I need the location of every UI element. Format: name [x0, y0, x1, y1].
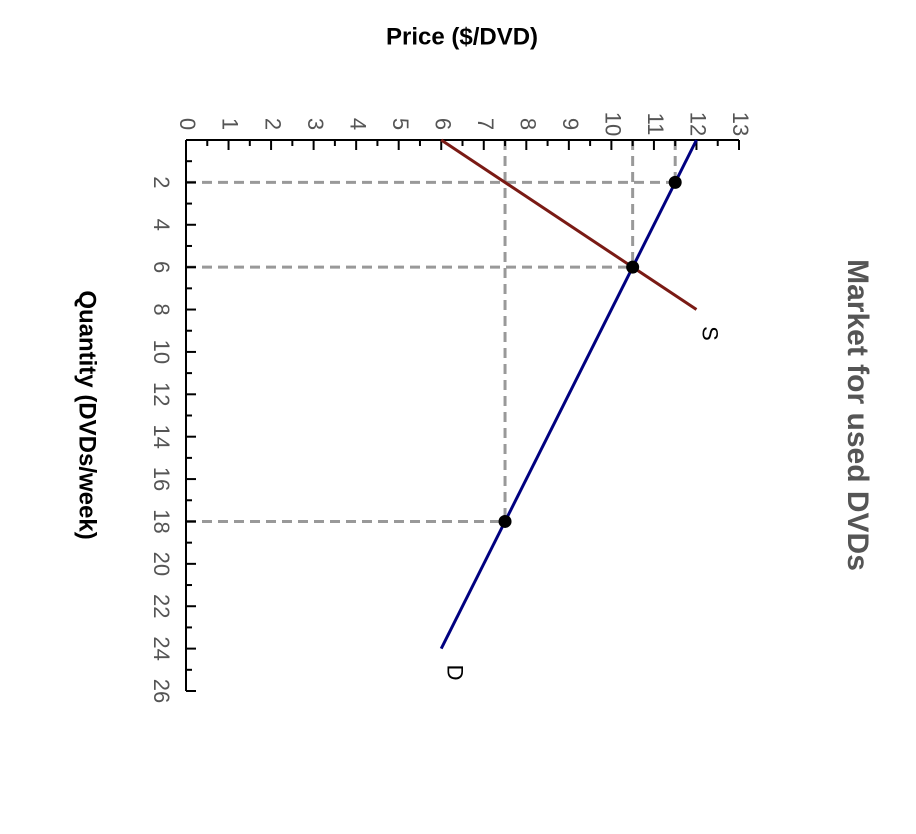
price-tick-label: 8 [515, 118, 540, 130]
quantity-tick-label: 22 [149, 594, 174, 618]
price-tick-label: 6 [430, 118, 455, 130]
chart-title: Market for used DVDs [841, 259, 874, 571]
quantity-tick-label: 8 [149, 303, 174, 315]
points [498, 175, 682, 528]
series-line-d [439, 139, 698, 650]
quantity-tick-label: 14 [149, 424, 174, 448]
guide-lines [186, 140, 677, 523]
quantity-tick-label: 24 [149, 636, 174, 660]
quantity-tick-label: 16 [149, 467, 174, 491]
plot-area [185, 138, 740, 692]
data-point [626, 260, 640, 274]
quantity-tick-label: 10 [149, 340, 174, 364]
quantity-tick-label: 12 [149, 382, 174, 406]
price-tick-label: 3 [303, 118, 328, 130]
price-tick-label: 4 [345, 118, 370, 130]
price-tick-label: 9 [558, 118, 583, 130]
data-point [498, 514, 512, 528]
price-tick-label: 11 [643, 113, 668, 136]
price-tick-label: 2 [260, 118, 285, 130]
curves [439, 138, 698, 650]
series-label-s: S [698, 326, 723, 341]
series-label-d: D [442, 665, 467, 681]
price-tick-label: 1 [218, 118, 243, 130]
quantity-tick-label: 4 [149, 219, 174, 231]
quantity-tick-label: 6 [149, 261, 174, 273]
price-tick-label: 12 [686, 112, 711, 136]
quantity-axis-title: Quantity (DVDs/week) [74, 290, 101, 539]
price-tick-label: 10 [601, 112, 626, 136]
quantity-tick-label: 18 [149, 509, 174, 533]
labels: 0 1 2 3 4 5 6 7 8 9 10 11 12 132468101214161820222426… [74, 23, 874, 703]
data-point [668, 175, 682, 189]
series-line-s [440, 138, 698, 311]
quantity-tick-label: 26 [149, 679, 174, 703]
quantity-tick-label: 2 [149, 176, 174, 188]
price-axis-title: Price ($/DVD) [386, 23, 538, 50]
price-tick-label: 0 [175, 118, 200, 130]
axes [185, 139, 740, 692]
price-tick-label: 13 [728, 112, 753, 136]
price-tick-label: 7 [473, 118, 498, 130]
quantity-tick-label: 20 [149, 552, 174, 576]
price-tick-label: 5 [388, 118, 413, 130]
